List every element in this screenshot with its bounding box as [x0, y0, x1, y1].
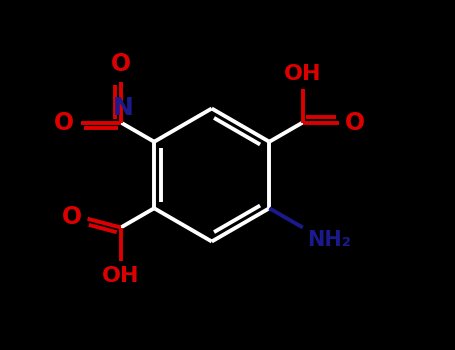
Text: O: O [111, 52, 131, 76]
Text: O: O [54, 111, 74, 134]
Text: O: O [345, 111, 365, 134]
Text: N: N [113, 96, 134, 120]
Text: OH: OH [284, 64, 321, 84]
Text: O: O [62, 205, 82, 229]
Text: OH: OH [102, 266, 140, 286]
Text: NH₂: NH₂ [307, 230, 351, 250]
